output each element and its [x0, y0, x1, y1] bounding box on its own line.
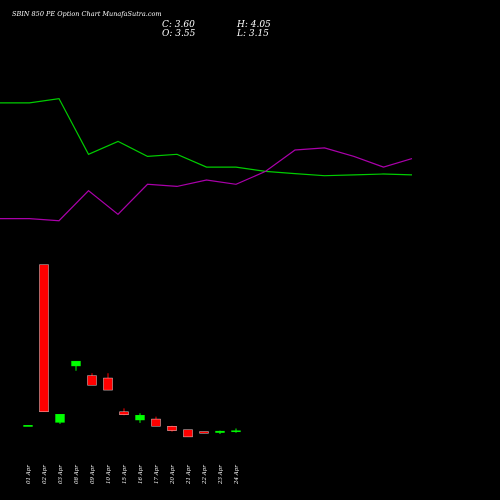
candle-body	[231, 430, 241, 433]
candle-body	[119, 411, 129, 415]
purple-indicator-line	[0, 147, 413, 222]
candle-body	[87, 375, 97, 386]
candle-body	[135, 414, 145, 421]
x-tick-label: 10 Apr	[106, 465, 112, 484]
x-tick-label: 08 Apr	[74, 465, 80, 484]
x-tick-label: 20 Apr	[170, 465, 176, 485]
candle	[151, 416, 161, 427]
high-value: H: 4.05	[237, 20, 271, 30]
candle	[119, 408, 129, 416]
x-tick-label: 17 Apr	[154, 465, 160, 484]
x-tick-label: 01 Apr	[26, 465, 32, 484]
open-value: O: 3.55	[162, 29, 196, 39]
candle-body	[71, 360, 81, 367]
indicator-lines	[0, 97, 413, 222]
candle-body	[151, 418, 161, 427]
candle	[199, 431, 209, 434]
x-tick-label: 21 Apr	[186, 465, 192, 485]
candle-body	[215, 430, 225, 433]
green-indicator-line	[0, 97, 413, 177]
x-axis-labels: 01 Apr 02 Apr 03 Apr 08 Apr 09 Apr 10 Apr 15 A…	[26, 465, 240, 485]
candle	[55, 414, 65, 424]
candle	[231, 428, 241, 433]
x-tick-label: 09 Apr	[90, 465, 96, 484]
candle	[103, 373, 113, 391]
candle-body	[103, 377, 113, 391]
chart-title: SBIN 850 PE Option Chart MunafaSutra.com	[12, 10, 162, 18]
candle	[71, 360, 81, 371]
candle	[135, 413, 145, 423]
candle	[87, 373, 97, 386]
low-value: L: 3.15	[237, 29, 269, 39]
x-tick-label: 23 Apr	[218, 465, 224, 485]
close-value: C: 3.60	[162, 20, 195, 30]
x-tick-label: 22 Apr	[202, 465, 208, 485]
candle	[23, 425, 33, 427]
candle-body	[39, 264, 49, 413]
candle-body	[55, 414, 65, 423]
x-tick-label: 03 Apr	[58, 465, 64, 484]
candle	[167, 425, 177, 432]
candle-body	[167, 426, 177, 431]
candle-body	[183, 429, 193, 438]
x-tick-label: 24 Apr	[234, 465, 240, 485]
candle	[183, 429, 193, 438]
x-tick-label: 02 Apr	[42, 465, 48, 484]
candle	[215, 430, 225, 435]
candle	[39, 264, 49, 413]
x-tick-label: 16 Apr	[138, 465, 144, 484]
candles	[23, 264, 241, 438]
candle-body	[199, 431, 209, 434]
x-tick-label: 15 Apr	[122, 465, 128, 484]
candle-body	[23, 425, 33, 427]
